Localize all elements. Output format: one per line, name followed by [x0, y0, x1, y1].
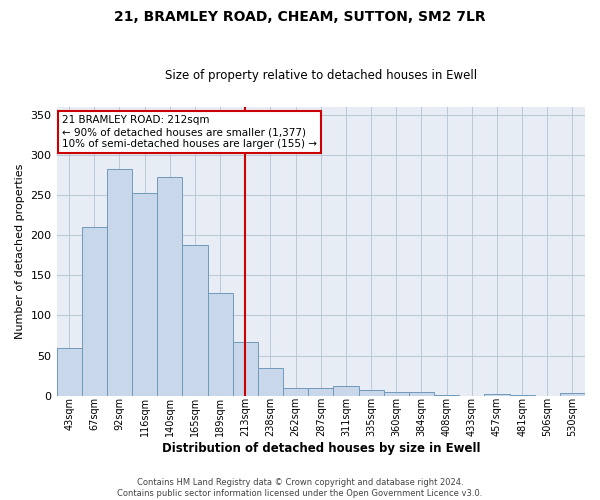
Bar	[560, 394, 585, 396]
Bar	[334, 386, 359, 396]
Bar	[182, 245, 208, 396]
Text: Contains HM Land Registry data © Crown copyright and database right 2024.
Contai: Contains HM Land Registry data © Crown c…	[118, 478, 482, 498]
Bar	[434, 395, 459, 396]
X-axis label: Distribution of detached houses by size in Ewell: Distribution of detached houses by size …	[161, 442, 480, 455]
Bar	[383, 392, 409, 396]
Bar	[484, 394, 509, 396]
Bar	[56, 348, 82, 396]
Text: 21, BRAMLEY ROAD, CHEAM, SUTTON, SM2 7LR: 21, BRAMLEY ROAD, CHEAM, SUTTON, SM2 7LR	[114, 10, 486, 24]
Bar	[308, 388, 334, 396]
Bar	[233, 342, 258, 396]
Text: 21 BRAMLEY ROAD: 212sqm
← 90% of detached houses are smaller (1,377)
10% of semi: 21 BRAMLEY ROAD: 212sqm ← 90% of detache…	[62, 116, 317, 148]
Bar	[157, 178, 182, 396]
Bar	[409, 392, 434, 396]
Bar	[107, 168, 132, 396]
Bar	[258, 368, 283, 396]
Bar	[82, 227, 107, 396]
Bar	[359, 390, 383, 396]
Bar	[509, 395, 535, 396]
Bar	[283, 388, 308, 396]
Title: Size of property relative to detached houses in Ewell: Size of property relative to detached ho…	[165, 69, 477, 82]
Bar	[132, 194, 157, 396]
Y-axis label: Number of detached properties: Number of detached properties	[15, 164, 25, 339]
Bar	[208, 293, 233, 396]
